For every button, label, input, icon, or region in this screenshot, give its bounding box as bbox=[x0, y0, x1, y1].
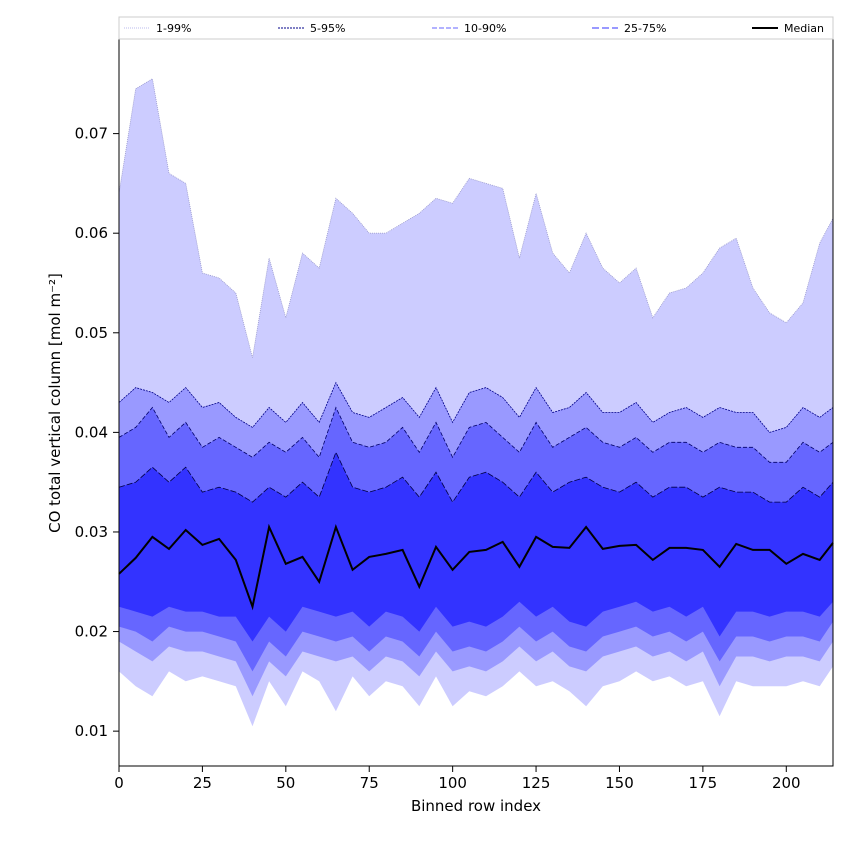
y-tick-label: 0.02 bbox=[75, 623, 108, 641]
legend-label: 5-95% bbox=[310, 22, 345, 35]
x-tick-label: 175 bbox=[689, 774, 718, 792]
median-series bbox=[118, 523, 834, 611]
band-upper-line bbox=[118, 381, 834, 433]
y-axis-title: CO total vertical column [mol m⁻²] bbox=[46, 273, 64, 533]
x-tick-label: 100 bbox=[438, 774, 467, 792]
x-tick-label: 125 bbox=[522, 774, 551, 792]
median-line bbox=[118, 523, 834, 611]
percentile-bands bbox=[118, 78, 834, 727]
y-tick-label: 0.01 bbox=[75, 722, 108, 740]
x-tick-label: 200 bbox=[772, 774, 801, 792]
legend-label: 25-75% bbox=[624, 22, 666, 35]
x-tick-label: 25 bbox=[193, 774, 212, 792]
band-25-to-75-area bbox=[119, 452, 833, 642]
y-tick-label: 0.05 bbox=[75, 324, 108, 342]
y-tick-label: 0.07 bbox=[75, 125, 108, 143]
legend: 1-99% 5-95% 10-90% 25-75% Median bbox=[118, 16, 834, 40]
legend-label: 10-90% bbox=[464, 22, 506, 35]
legend-label: 1-99% bbox=[156, 22, 191, 35]
x-tick-label: 0 bbox=[114, 774, 124, 792]
x-tick-label: 75 bbox=[360, 774, 379, 792]
y-tick-label: 0.06 bbox=[75, 224, 108, 242]
x-axis: 0 25 50 75 100 125 150 175 200 bbox=[114, 766, 801, 792]
x-tick-label: 50 bbox=[276, 774, 295, 792]
x-axis-title: Binned row index bbox=[411, 797, 541, 815]
y-axis: 0.01 0.02 0.03 0.04 0.05 0.06 0.07 bbox=[75, 125, 119, 740]
y-tick-label: 0.03 bbox=[75, 523, 108, 541]
y-tick-label: 0.04 bbox=[75, 423, 108, 441]
legend-label: Median bbox=[784, 22, 824, 35]
x-tick-label: 150 bbox=[605, 774, 634, 792]
legend-box bbox=[118, 16, 834, 40]
band-upper-line bbox=[118, 406, 834, 463]
band-upper-line bbox=[118, 451, 834, 503]
